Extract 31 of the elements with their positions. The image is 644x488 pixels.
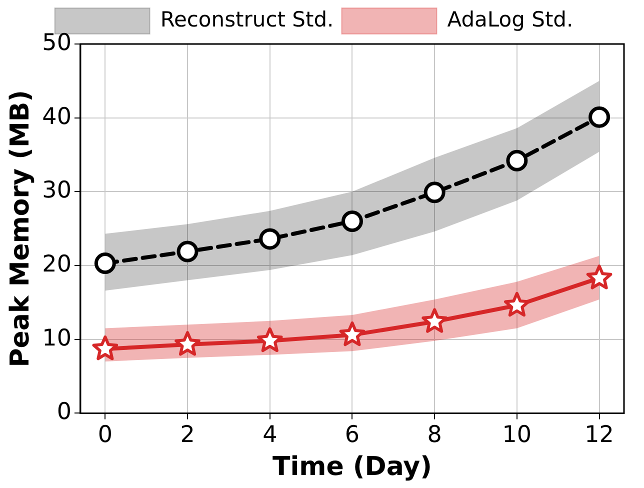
point: [94, 252, 116, 274]
point: [586, 264, 612, 290]
point: [341, 210, 363, 232]
point: [339, 321, 366, 346]
x-tick-label: 4: [262, 422, 278, 448]
point: [174, 331, 200, 356]
x-tick-label: 8: [427, 422, 442, 448]
y-axis-title: Peak Memory (MB): [5, 90, 36, 368]
point: [259, 228, 281, 250]
legend-label: Reconstruct Std.: [160, 7, 334, 32]
x-tick-label: 10: [502, 422, 532, 448]
y-tick-label: 20: [42, 251, 72, 278]
y-tick-label: 30: [42, 178, 72, 204]
point: [422, 308, 448, 333]
point: [506, 150, 528, 172]
y-tick-label: 40: [42, 104, 72, 130]
x-tick-label: 2: [180, 422, 195, 448]
y-tick-label: 0: [56, 399, 72, 426]
y-tick-label: 50: [42, 30, 72, 56]
legend-label: AdaLog Std.: [447, 7, 574, 32]
point: [424, 182, 446, 204]
point: [256, 327, 283, 352]
point: [588, 106, 610, 128]
point: [92, 335, 118, 360]
y-tick-label: 10: [42, 325, 72, 352]
point: [176, 240, 198, 262]
x-tick-label: 6: [344, 422, 360, 448]
x-axis-title: Time (Day): [272, 452, 432, 482]
x-tick-label: 0: [98, 422, 112, 448]
point: [504, 292, 530, 317]
x-tick-label: 12: [584, 422, 614, 448]
